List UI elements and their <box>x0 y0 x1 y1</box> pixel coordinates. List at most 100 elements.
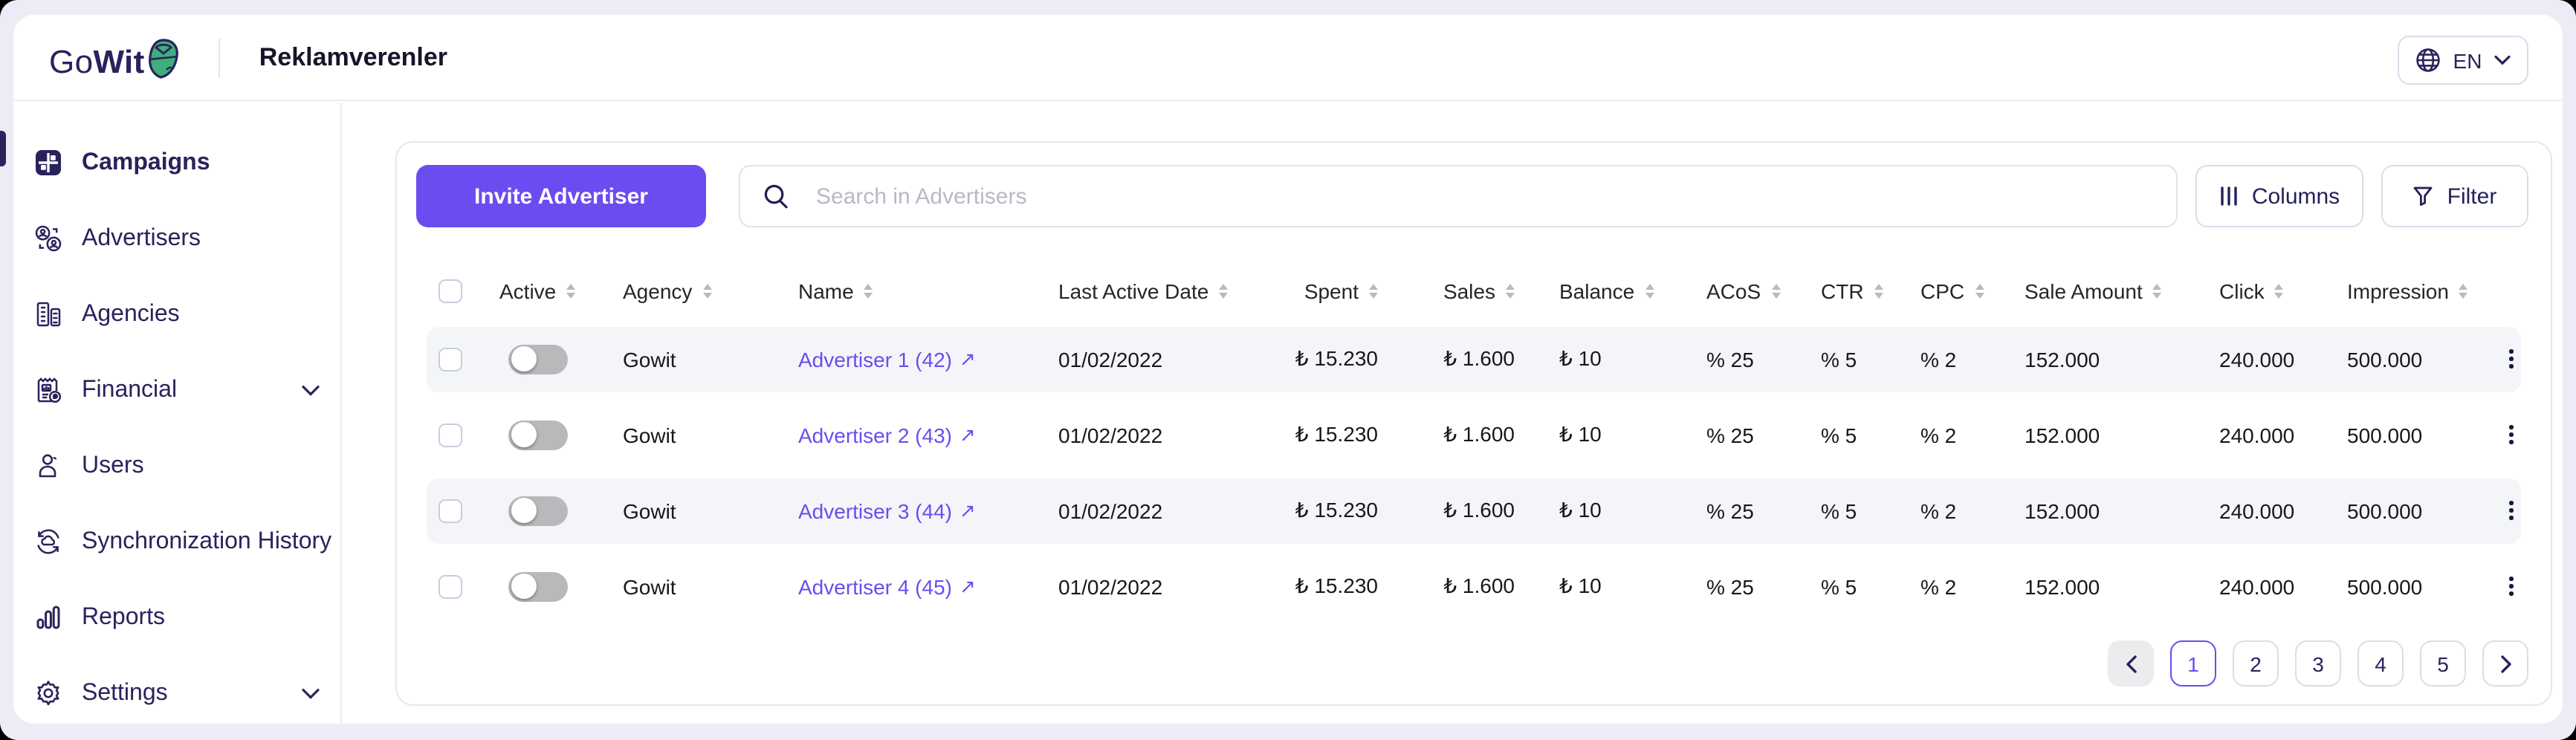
reports-bars-icon <box>34 603 62 632</box>
sidebar-item-reports[interactable]: Reports <box>13 580 340 655</box>
filter-label: Filter <box>2447 184 2497 209</box>
sidebar-item-campaigns[interactable]: Campaigns <box>13 125 340 201</box>
sidebar-item-label: Reports <box>82 604 166 629</box>
search-box[interactable] <box>739 165 2178 227</box>
invite-advertiser-button[interactable]: Invite Advertiser <box>416 165 706 227</box>
sort-icon[interactable] <box>566 284 576 299</box>
previous-page-button[interactable] <box>2108 640 2154 687</box>
language-selector[interactable]: EN <box>2398 36 2528 85</box>
sort-icon[interactable] <box>1874 284 1883 299</box>
row-menu-kebab-icon[interactable] <box>2505 343 2517 374</box>
column-header-last-active-date[interactable]: Last Active Date <box>1058 279 1293 303</box>
active-toggle[interactable] <box>508 496 568 525</box>
sidebar-item-financial[interactable]: Financial <box>13 352 340 428</box>
active-toggle[interactable] <box>508 571 568 601</box>
column-header-cpc[interactable]: CPC <box>1920 279 2025 303</box>
balance-cell: ₺ 10 <box>1559 574 1602 597</box>
row-menu-kebab-icon[interactable] <box>2505 419 2517 450</box>
sidebar-item-label: Synchronization History <box>82 528 332 554</box>
sort-icon[interactable] <box>1506 284 1515 299</box>
row-checkbox[interactable] <box>438 423 462 447</box>
column-header-sales[interactable]: Sales <box>1378 279 1515 303</box>
impression-cell: 500.000 <box>2347 574 2423 598</box>
campaigns-grid-icon <box>34 149 62 177</box>
sort-icon[interactable] <box>2152 284 2162 299</box>
acos-cell: % 25 <box>1706 499 1754 522</box>
impression-cell: 500.000 <box>2347 423 2423 447</box>
filter-button[interactable]: Filter <box>2381 165 2528 227</box>
sidebar-item-label: Settings <box>82 680 168 705</box>
sales-cell: ₺ 1.600 <box>1443 346 1515 370</box>
advertiser-link[interactable]: Advertiser 4 (45) ↗ <box>798 574 976 598</box>
chevron-down-icon <box>302 384 320 396</box>
owl-logo-icon <box>148 39 181 79</box>
column-header-active[interactable]: Active <box>499 279 623 303</box>
row-menu-kebab-icon[interactable] <box>2505 495 2517 526</box>
column-header-click[interactable]: Click <box>2219 279 2347 303</box>
row-checkbox[interactable] <box>438 499 462 522</box>
columns-button[interactable]: Columns <box>2195 165 2363 227</box>
sidebar: Campaigns Advertisers <box>13 103 342 724</box>
page-button-1[interactable]: 1 <box>2170 640 2216 687</box>
acos-cell: % 25 <box>1706 347 1754 371</box>
page-button-4[interactable]: 4 <box>2357 640 2404 687</box>
advertisers-icon <box>34 224 62 253</box>
sort-icon[interactable] <box>864 284 873 299</box>
column-header-sale-amount[interactable]: Sale Amount <box>2025 279 2219 303</box>
column-header-spent[interactable]: Spent <box>1293 279 1378 303</box>
row-menu-kebab-icon[interactable] <box>2505 571 2517 602</box>
filter-funnel-icon <box>2413 186 2434 207</box>
last-active-date-cell: 01/02/2022 <box>1058 574 1163 598</box>
sidebar-item-label: Users <box>82 452 144 478</box>
row-checkbox[interactable] <box>438 347 462 371</box>
last-active-date-cell: 01/02/2022 <box>1058 347 1163 371</box>
sidebar-item-advertisers[interactable]: Advertisers <box>13 201 340 276</box>
acos-cell: % 25 <box>1706 423 1754 447</box>
advertiser-link[interactable]: Advertiser 2 (43) ↗ <box>798 423 976 447</box>
column-header-acos[interactable]: ACoS <box>1662 279 1821 303</box>
sort-icon[interactable] <box>1369 284 1378 299</box>
search-input[interactable] <box>813 182 2085 210</box>
agency-cell: Gowit <box>623 499 676 522</box>
sort-icon[interactable] <box>1219 284 1229 299</box>
next-page-button[interactable] <box>2482 640 2528 687</box>
advertiser-link[interactable]: Advertiser 3 (44) ↗ <box>798 499 976 522</box>
page-button-5[interactable]: 5 <box>2420 640 2466 687</box>
select-all-checkbox[interactable] <box>438 279 462 303</box>
sale-amount-cell: 152.000 <box>2025 574 2100 598</box>
columns-icon <box>2219 186 2239 207</box>
sidebar-item-synchronization-history[interactable]: Synchronization History <box>13 504 340 580</box>
gear-icon <box>34 679 62 707</box>
column-header-balance[interactable]: Balance <box>1515 279 1662 303</box>
sort-icon[interactable] <box>702 284 712 299</box>
sort-icon[interactable] <box>2459 284 2468 299</box>
external-link-icon: ↗ <box>959 347 976 369</box>
column-header-ctr[interactable]: CTR <box>1821 279 1920 303</box>
gowit-logo[interactable]: Go Wit <box>49 33 181 82</box>
advertiser-link[interactable]: Advertiser 1 (42) ↗ <box>798 347 976 371</box>
sort-icon[interactable] <box>2274 284 2284 299</box>
impression-cell: 500.000 <box>2347 347 2423 371</box>
main-panel: Go Wit Reklamverenler <box>13 15 2563 724</box>
sidebar-item-agencies[interactable]: Agencies <box>13 276 340 352</box>
page-button-3[interactable]: 3 <box>2295 640 2341 687</box>
column-header-agency[interactable]: Agency <box>623 279 798 303</box>
page-button-2[interactable]: 2 <box>2233 640 2279 687</box>
top-header: Go Wit Reklamverenler <box>13 15 2563 101</box>
card-toolbar: Invite Advertiser <box>397 165 2551 227</box>
sort-icon[interactable] <box>1771 284 1781 299</box>
active-toggle[interactable] <box>508 420 568 449</box>
column-header-name[interactable]: Name <box>798 279 1058 303</box>
row-checkbox[interactable] <box>438 574 462 598</box>
select-all-cell <box>427 279 499 303</box>
sidebar-item-users[interactable]: Users <box>13 428 340 504</box>
active-toggle[interactable] <box>508 344 568 374</box>
column-header-impression[interactable]: Impression <box>2347 279 2505 303</box>
sidebar-item-label: Financial <box>82 377 178 402</box>
sort-icon[interactable] <box>1975 284 1984 299</box>
sidebar-item-settings[interactable]: Settings <box>13 655 340 724</box>
agency-cell: Gowit <box>623 423 676 447</box>
sale-amount-cell: 152.000 <box>2025 423 2100 447</box>
sort-icon[interactable] <box>1645 284 1654 299</box>
